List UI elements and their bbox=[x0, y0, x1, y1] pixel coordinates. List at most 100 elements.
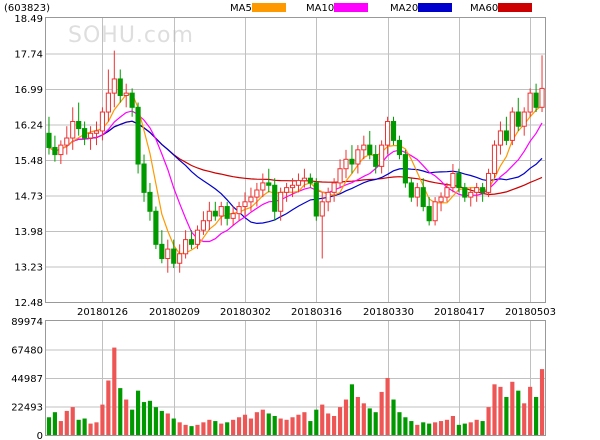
candle bbox=[105, 69, 111, 122]
candle-body bbox=[194, 229, 201, 245]
candle-body bbox=[426, 206, 432, 222]
volume-bar bbox=[46, 417, 52, 435]
candle-body bbox=[432, 201, 438, 222]
candle bbox=[289, 178, 296, 198]
candle bbox=[177, 244, 183, 273]
volume-bar bbox=[231, 419, 236, 435]
candle-body bbox=[527, 92, 533, 113]
volume-bar bbox=[82, 418, 87, 435]
candle bbox=[355, 145, 361, 174]
volume-bar bbox=[189, 426, 194, 435]
candle-body bbox=[503, 130, 509, 141]
volume-bar bbox=[254, 412, 259, 435]
candle-body bbox=[361, 144, 367, 151]
candle-body bbox=[58, 144, 64, 156]
volume-tick-label: 67480 bbox=[11, 346, 43, 357]
candle bbox=[462, 182, 468, 202]
candle bbox=[349, 145, 355, 174]
candle bbox=[301, 168, 307, 188]
candle-body bbox=[76, 120, 82, 130]
candle-body bbox=[183, 239, 189, 255]
volume-bar bbox=[225, 422, 230, 435]
candle bbox=[503, 116, 509, 146]
price-tick-label: 13.98 bbox=[14, 227, 43, 238]
candle bbox=[236, 201, 242, 221]
candle bbox=[165, 239, 171, 273]
candle bbox=[438, 192, 444, 212]
legend-label-ma10: MA10 bbox=[306, 3, 334, 14]
volume-bar bbox=[462, 423, 467, 435]
candle-body bbox=[414, 187, 420, 198]
candle bbox=[450, 164, 456, 193]
candle bbox=[82, 121, 88, 146]
candle-body bbox=[402, 154, 408, 184]
candle bbox=[307, 173, 313, 188]
candle bbox=[313, 178, 319, 221]
candle-body bbox=[70, 120, 76, 139]
candle bbox=[141, 154, 147, 202]
volume-bar bbox=[367, 408, 372, 435]
date-tick-label: 20180302 bbox=[220, 307, 271, 318]
volume-bar bbox=[468, 422, 473, 435]
candle bbox=[272, 178, 278, 221]
volume-bar bbox=[427, 423, 432, 435]
candle-body bbox=[485, 172, 492, 193]
candle bbox=[432, 197, 438, 226]
candle-body bbox=[367, 144, 373, 156]
candle-body bbox=[420, 187, 426, 208]
candle bbox=[295, 173, 302, 193]
volume-bar bbox=[337, 407, 343, 435]
volume-bar bbox=[201, 422, 206, 435]
candle bbox=[390, 116, 397, 146]
volume-bar bbox=[183, 424, 188, 435]
candle-body bbox=[111, 78, 117, 94]
volume-bar bbox=[64, 410, 69, 435]
candle-body bbox=[396, 139, 403, 156]
volume-bar bbox=[135, 390, 141, 435]
volume-bars bbox=[46, 347, 545, 435]
candle bbox=[384, 116, 391, 155]
candle-body bbox=[438, 196, 444, 203]
candle bbox=[491, 140, 498, 179]
candle-body bbox=[153, 210, 159, 245]
volume-bar bbox=[94, 422, 99, 435]
volume-bar bbox=[361, 403, 366, 435]
candle bbox=[515, 97, 521, 131]
volume-bar bbox=[272, 415, 277, 435]
candle bbox=[539, 55, 545, 113]
volume-bar bbox=[177, 422, 182, 435]
volume-bar bbox=[415, 424, 420, 435]
candle-body bbox=[46, 132, 52, 148]
volume-bar bbox=[153, 407, 158, 435]
candle bbox=[147, 182, 153, 221]
candle-body bbox=[373, 154, 379, 167]
candle-body bbox=[117, 78, 123, 96]
candle bbox=[468, 187, 474, 207]
candle-body bbox=[93, 130, 100, 134]
stock-code: (603823) bbox=[4, 3, 50, 14]
candle-body bbox=[319, 201, 325, 217]
candle bbox=[474, 182, 480, 202]
candle bbox=[52, 135, 58, 162]
legend-label-ma5: MA5 bbox=[230, 3, 252, 14]
candle bbox=[111, 50, 117, 108]
candle-body bbox=[491, 144, 498, 174]
volume-bar bbox=[296, 414, 301, 435]
candle bbox=[373, 145, 379, 174]
volume-bar bbox=[397, 412, 402, 435]
price-tick-label: 18.49 bbox=[14, 14, 43, 25]
candle bbox=[123, 83, 129, 108]
ma20-line bbox=[48, 120, 543, 225]
candle bbox=[117, 69, 123, 103]
volume-bar bbox=[308, 421, 313, 435]
price-tick-label: 14.73 bbox=[14, 192, 43, 203]
volume-bar bbox=[504, 396, 509, 435]
candle bbox=[402, 149, 408, 188]
volume-bar bbox=[159, 410, 164, 435]
candle-body bbox=[533, 92, 539, 108]
candle-body bbox=[284, 187, 290, 193]
candle bbox=[153, 206, 159, 250]
volume-bar bbox=[379, 391, 384, 435]
candle-body bbox=[337, 168, 343, 184]
